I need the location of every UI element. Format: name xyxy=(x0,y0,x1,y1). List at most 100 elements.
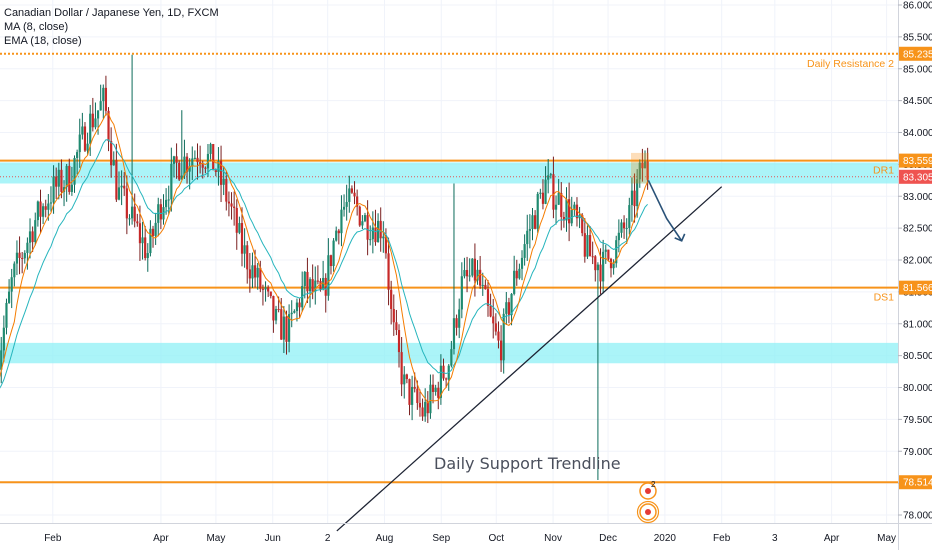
candle-body xyxy=(295,302,299,312)
support-resistance-zones xyxy=(0,162,898,364)
candle-body xyxy=(384,236,388,254)
ma-legend[interactable]: MA (8, close) xyxy=(4,21,69,33)
candle-body xyxy=(133,206,136,222)
candle-body xyxy=(204,167,207,169)
candle-body xyxy=(335,230,338,241)
candle-body xyxy=(353,192,356,197)
price-tick-label: 79.500 xyxy=(903,415,932,426)
candle-body xyxy=(172,156,176,164)
candle-body xyxy=(120,185,123,188)
candle-body xyxy=(554,204,558,210)
candle-body xyxy=(596,264,600,271)
candle-body xyxy=(458,309,461,328)
candle-body xyxy=(227,201,231,204)
chart-grid xyxy=(0,0,898,523)
price-axis[interactable]: 86.00085.50085.00084.50084.00083.50083.0… xyxy=(898,0,932,550)
candle-body xyxy=(243,245,246,254)
candle-body xyxy=(219,160,223,185)
candle-body xyxy=(583,233,586,257)
candle-body xyxy=(460,276,463,310)
candle-body xyxy=(170,163,173,200)
candle-body xyxy=(308,279,312,292)
event-marker-dot[interactable] xyxy=(645,509,651,515)
candle-body xyxy=(332,240,335,267)
candle-body xyxy=(539,192,542,194)
candle-body xyxy=(107,110,110,142)
candle-body xyxy=(366,215,369,240)
level-label: Daily Resistance 2 xyxy=(807,58,894,70)
event-markers[interactable]: 2 xyxy=(636,480,660,524)
time-tick-label: May xyxy=(206,533,225,544)
price-tick-label: 80.500 xyxy=(903,351,932,362)
candle-body xyxy=(497,331,500,341)
candle-body xyxy=(473,258,477,281)
candle-body xyxy=(486,289,490,306)
candle-body xyxy=(510,293,513,316)
candle-body xyxy=(157,204,160,223)
price-tick-label: 79.000 xyxy=(903,447,932,458)
candle-body xyxy=(552,174,555,210)
candle-body xyxy=(251,265,254,279)
time-axis[interactable]: Feb Apr May Jun 2 Aug Sep Oct Nov Dec 2020 Feb 3 Apr M… xyxy=(0,523,932,545)
candle-body xyxy=(128,218,131,220)
candle-body xyxy=(520,257,524,269)
candle-body xyxy=(10,277,13,292)
candle-body xyxy=(240,223,244,254)
time-tick-label: Apr xyxy=(153,533,169,544)
candle-body xyxy=(5,302,8,328)
level-price-tag xyxy=(899,475,932,490)
candle-body xyxy=(185,156,189,172)
candle-body xyxy=(256,267,259,278)
candle-body xyxy=(52,176,55,203)
candle-body xyxy=(607,249,610,259)
price-tick-label: 81.000 xyxy=(903,319,932,330)
projection-arrow xyxy=(647,179,683,242)
chart-drawings: Daily Support Trendline xyxy=(336,152,723,532)
level-label: DS1 xyxy=(874,292,895,304)
candle-body xyxy=(499,340,503,361)
candle-body xyxy=(424,402,427,417)
candle-body xyxy=(586,235,589,257)
candle-body xyxy=(416,388,419,403)
candle-body xyxy=(261,288,265,290)
ema-legend[interactable]: EMA (18, close) xyxy=(4,35,82,47)
candle-body xyxy=(641,162,644,169)
candle-body xyxy=(86,143,89,151)
candle-body xyxy=(541,192,545,204)
time-tick-label: 2020 xyxy=(654,533,677,544)
candle-body xyxy=(405,374,408,380)
candle-body xyxy=(199,162,202,165)
level-label: DR1 xyxy=(873,165,894,177)
candle-body xyxy=(214,170,217,173)
candle-body xyxy=(395,322,398,331)
candle-body xyxy=(28,231,32,243)
candle-body xyxy=(138,223,142,244)
candle-body xyxy=(303,271,306,287)
symbol-title[interactable]: Canadian Dollar / Japanese Yen, 1D, FXCM xyxy=(4,7,219,19)
candle-body xyxy=(144,237,147,259)
time-tick-label: Oct xyxy=(488,533,504,544)
candle-body xyxy=(547,175,550,180)
candle-body xyxy=(397,330,401,353)
candle-body xyxy=(494,323,497,332)
event-marker-dot[interactable] xyxy=(645,488,651,494)
candle-body xyxy=(311,279,314,292)
candle-body xyxy=(465,270,469,277)
candle-body xyxy=(167,199,170,201)
candle-body xyxy=(191,158,194,167)
candle-body xyxy=(264,287,267,290)
candle-body xyxy=(115,160,118,200)
ma-line xyxy=(0,113,649,404)
candle-body xyxy=(528,229,531,231)
event-marker-ring[interactable] xyxy=(636,500,660,524)
candle-body xyxy=(212,144,215,171)
candle-body xyxy=(476,269,479,281)
candle-body xyxy=(154,222,157,236)
candle-body xyxy=(165,199,168,208)
candle-body xyxy=(70,184,73,192)
candle-body xyxy=(575,204,579,219)
price-candles xyxy=(0,54,649,480)
price-tick-label: 85.000 xyxy=(903,64,932,75)
candle-body xyxy=(306,271,309,292)
